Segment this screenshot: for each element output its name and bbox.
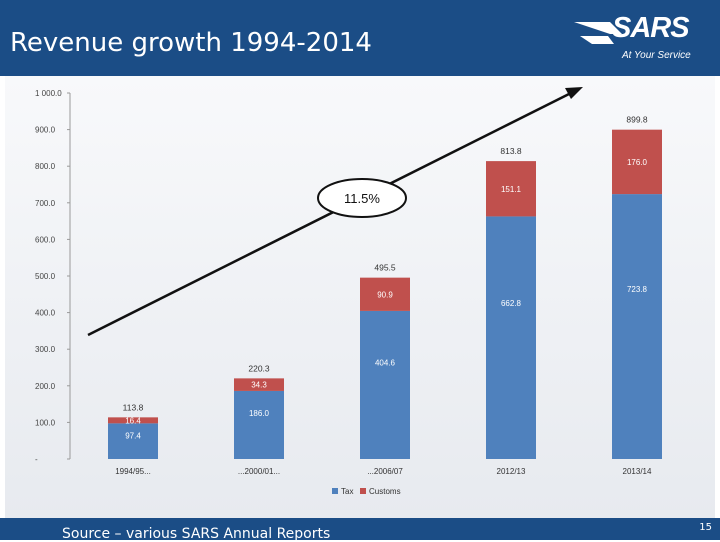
legend-swatch-customs: [360, 488, 366, 494]
bar-customs: [486, 161, 536, 217]
bar-total-label: 220.3: [248, 363, 270, 373]
x-tick-label: 2013/14: [623, 467, 652, 476]
y-tick-label: -: [35, 455, 38, 464]
y-tick-label: 700.0: [35, 199, 56, 208]
y-tick-label: 600.0: [35, 235, 56, 244]
y-tick-label: 500.0: [35, 272, 56, 281]
x-tick-label: 2012/13: [497, 467, 526, 476]
legend-label-tax: Tax: [341, 487, 353, 496]
bar-customs: [612, 129, 662, 195]
y-tick-label: 200.0: [35, 382, 56, 391]
bar-value-label: 176.0: [627, 158, 648, 167]
bar-value-label: 97.4: [125, 431, 141, 440]
bar-value-label: 151.1: [501, 185, 522, 194]
growth-arrow-head: [565, 87, 583, 99]
bar-customs: [360, 277, 410, 311]
bar-tax: [234, 390, 284, 459]
x-tick-label: 1994/95...: [115, 467, 151, 476]
bar-customs: [234, 378, 284, 391]
footer-bar: [0, 518, 720, 540]
y-tick-label: 1 000.0: [35, 89, 62, 98]
bar-customs: [108, 417, 158, 424]
bar-tax: [486, 216, 536, 459]
y-tick-label: 400.0: [35, 309, 56, 318]
bar-value-label: 16.4: [125, 416, 141, 425]
legend-swatch-tax: [332, 488, 338, 494]
growth-annotation-ellipse: [317, 178, 407, 218]
bar-tax: [612, 194, 662, 459]
bar-total-label: 813.8: [500, 146, 522, 156]
y-tick-label: 900.0: [35, 126, 56, 135]
bar-value-label: 662.8: [501, 299, 522, 308]
bar-tax: [360, 310, 410, 459]
bar-total-label: 899.8: [626, 115, 648, 125]
bar-tax: [108, 423, 158, 459]
bar-value-label: 404.6: [375, 359, 396, 368]
page-number: 15: [699, 522, 712, 533]
bar-value-label: 723.8: [627, 285, 648, 294]
sars-logo: SARS At Your Service: [570, 10, 715, 66]
logo-tagline: At Your Service: [622, 50, 691, 61]
bar-value-label: 34.3: [251, 381, 267, 390]
y-tick-label: 100.0: [35, 418, 56, 427]
slide-title: Revenue growth 1994-2014: [10, 28, 372, 58]
growth-annotation-label: 11.5%: [344, 191, 380, 206]
legend-label-customs: Customs: [369, 487, 401, 496]
x-tick-label: ...2000/01...: [238, 467, 280, 476]
y-tick-label: 800.0: [35, 162, 56, 171]
bar-value-label: 90.9: [377, 290, 393, 299]
logo-text: SARS: [612, 12, 690, 44]
bar-total-label: 113.8: [123, 402, 144, 412]
x-tick-label: ...2006/07: [367, 467, 403, 476]
bar-value-label: 186.0: [249, 409, 270, 418]
source-note: Source – various SARS Annual Reports: [62, 526, 331, 542]
bar-total-label: 495.5: [374, 263, 396, 273]
sars-swoosh-icon: [574, 22, 622, 44]
y-tick-label: 300.0: [35, 345, 56, 354]
header-bar: Revenue growth 1994-2014 SARS At Your Se…: [0, 0, 720, 76]
growth-arrow-line: [87, 89, 576, 337]
